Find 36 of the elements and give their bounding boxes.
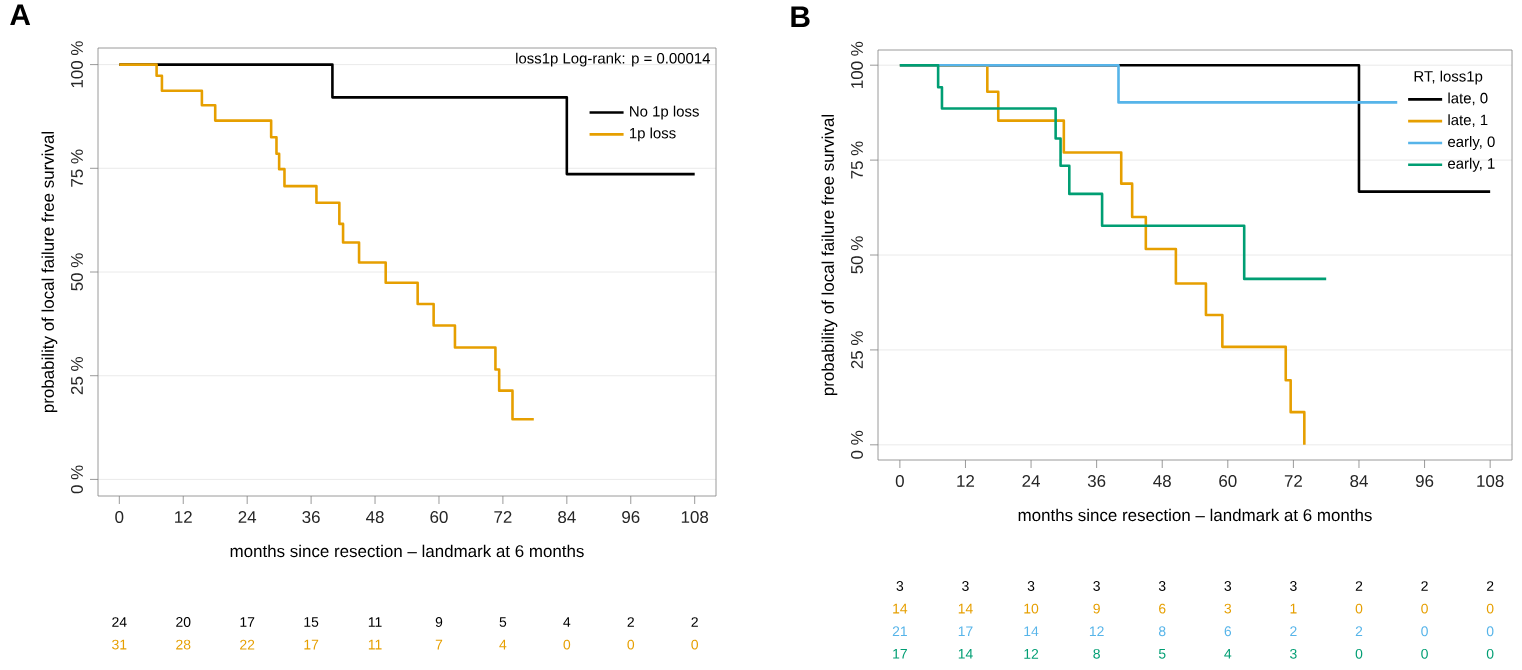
y-tick-label: 25 % xyxy=(850,331,863,369)
chart-title: A xyxy=(10,4,31,25)
x-tick-label: 12 xyxy=(175,511,192,523)
x-axis-title: months since resection – landmark at 6 months xyxy=(230,544,584,558)
y-tick-label: 100 % xyxy=(850,41,863,88)
y-tick-label: 0 % xyxy=(70,465,83,494)
x-tick-label: 24 xyxy=(1022,475,1040,487)
y-axis-title: probability of local failure free survival xyxy=(821,114,838,396)
x-tick-label: 84 xyxy=(558,511,576,524)
x-tick-label: 60 xyxy=(1219,475,1237,488)
y-axis-title: probability of local failure free survival xyxy=(41,131,58,413)
x-tick-label: 0 xyxy=(115,511,124,524)
x-tick-label: 108 xyxy=(1477,475,1504,488)
y-tick-label: 75 % xyxy=(851,141,863,179)
x-tick-label: 24 xyxy=(238,511,257,523)
x-tick-label: 72 xyxy=(1284,475,1302,487)
x-tick-label: 84 xyxy=(1350,475,1368,488)
y-tick-label: 25 % xyxy=(70,357,83,395)
x-axis-title: months since resection – landmark at 6 months xyxy=(1018,508,1372,522)
x-tick-label: 0 xyxy=(895,475,904,488)
y-tick-label: 50 % xyxy=(70,253,83,291)
x-tick-label: 36 xyxy=(1087,475,1106,488)
y-tick-label: 75 % xyxy=(71,149,83,187)
x-tick-label: 96 xyxy=(1415,475,1434,488)
x-tick-label: 48 xyxy=(1153,475,1171,488)
x-tick-label: 36 xyxy=(302,511,320,524)
y-tick-label: 50 % xyxy=(850,236,863,274)
x-tick-label: 96 xyxy=(622,511,640,524)
y-tick-label: 100 % xyxy=(70,41,83,88)
x-tick-label: 108 xyxy=(681,511,709,524)
x-tick-label: 60 xyxy=(430,511,448,524)
x-tick-label: 72 xyxy=(494,511,512,523)
x-tick-label: 12 xyxy=(957,475,975,487)
y-tick-label: 0 % xyxy=(850,430,863,459)
x-tick-label: 48 xyxy=(365,511,384,524)
chart-title: B xyxy=(791,6,810,27)
